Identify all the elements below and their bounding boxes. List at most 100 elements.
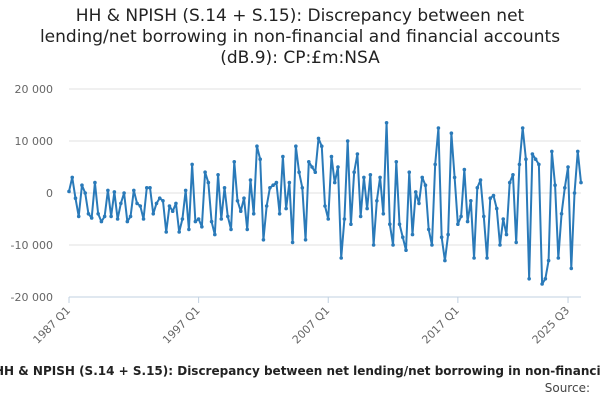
data-point [206,180,211,185]
data-point [203,170,207,174]
data-point [180,217,185,221]
data-point [511,173,515,177]
data-point [527,277,531,281]
data-point [339,256,344,260]
data-point [187,227,191,232]
data-point [533,157,538,161]
data-point [391,243,395,247]
data-point [537,162,541,167]
data-point [417,201,421,206]
x-axis [68,296,581,303]
data-point [410,232,415,237]
data-point [132,188,136,193]
data-point [138,204,143,208]
data-point [264,204,269,208]
data-point [488,196,493,200]
data-point [433,162,437,167]
data-point [294,144,298,148]
data-point [358,214,363,219]
data-point [446,232,450,237]
data-point [144,186,149,190]
data-point [310,165,314,169]
data-point [423,183,428,187]
data-point [125,219,130,224]
data-point [271,183,275,187]
data-point [462,167,467,172]
data-point [478,178,483,182]
gridlines [69,88,581,246]
data-point [76,214,81,219]
data-point [274,180,279,185]
data-point [235,199,240,203]
data-point [177,230,181,234]
data-point [297,170,301,174]
data-point [222,186,227,190]
data-point [355,152,360,156]
x-tick-label: 2025 Q3 [530,304,573,347]
data-point [550,149,554,154]
data-point [255,144,259,148]
data-point [485,256,489,260]
data-point [524,157,528,161]
data-point [141,217,146,221]
data-point [400,235,405,239]
data-point [119,201,123,206]
data-point [491,193,496,198]
data-point [404,248,408,252]
data-point [481,214,486,219]
data-point [494,206,499,211]
data-point [232,160,237,164]
data-point [73,196,78,200]
data-point [498,243,502,247]
data-point [122,191,126,195]
x-tick-label: 2007 Q1 [290,304,333,347]
data-point [579,180,583,185]
data-point [475,186,480,190]
data-point [251,212,256,216]
data-point [342,217,347,221]
data-point [562,186,567,190]
data-point [80,183,84,187]
data-point [469,199,473,203]
chart-title-line-3: (dB.9): CP:£m:NSA [220,48,380,68]
data-point [381,212,386,216]
data-point [96,212,100,216]
data-point [115,217,120,221]
data-point [303,238,308,242]
data-point [556,256,561,260]
series-layer [67,121,583,286]
data-point [83,191,88,195]
data-point [109,214,113,219]
data-point [86,212,91,216]
data-point [219,217,224,221]
data-point [375,199,379,203]
data-point [287,180,292,185]
data-point [216,173,220,177]
data-point [439,235,444,239]
data-point [332,180,337,185]
data-point [209,219,214,224]
data-point [514,240,518,245]
legend-entry[interactable]: HH & NPISH (S.14 + S.15): Discrepancy be… [0,364,600,378]
data-point [112,190,117,194]
y-tick-label: 20 000 [15,83,54,96]
data-point [384,121,389,125]
data-point [336,165,340,169]
data-point [313,170,318,174]
data-point [572,191,577,195]
data-point [430,243,434,247]
data-point [284,206,288,211]
data-point [154,201,159,206]
data-point [300,186,305,190]
data-point [397,222,402,226]
chart-title-line-1: HH & NPISH (S.14 + S.15): Discrepancy be… [75,6,525,26]
data-point [326,217,331,221]
data-point [575,149,580,154]
data-point [190,162,194,167]
data-point [213,232,217,237]
data-point [507,180,512,185]
data-point [70,175,75,180]
data-point [161,199,165,203]
data-point [135,201,139,206]
data-point [543,277,548,281]
